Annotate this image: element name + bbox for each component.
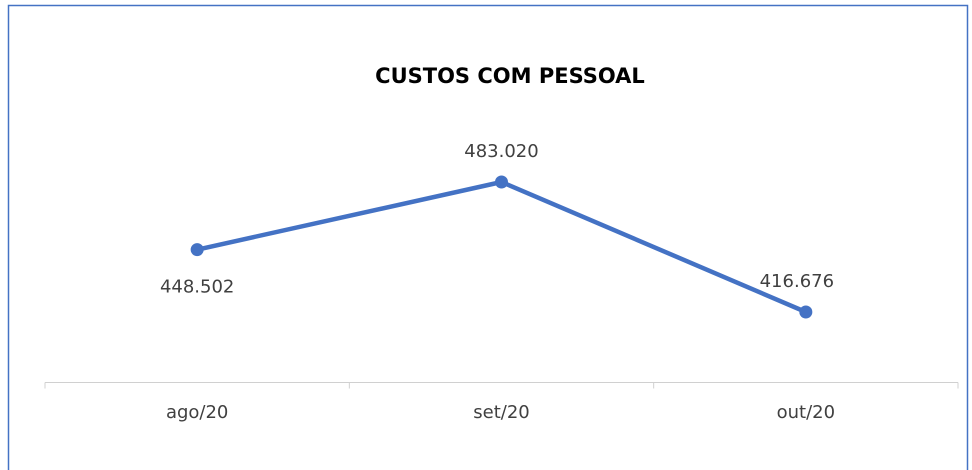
data-label: 483.020 [464,141,538,162]
data-point [799,305,813,319]
chart-frame [7,4,969,470]
data-label: 416.676 [760,271,834,292]
x-tick-label: ago/20 [166,402,228,423]
x-tick-label: set/20 [473,402,529,423]
data-point [495,175,508,189]
data-point [190,243,204,257]
chart-title: CUSTOS COM PESSOAL [375,64,645,88]
x-tick-label: out/20 [777,402,835,423]
data-label: 448.502 [160,277,234,298]
